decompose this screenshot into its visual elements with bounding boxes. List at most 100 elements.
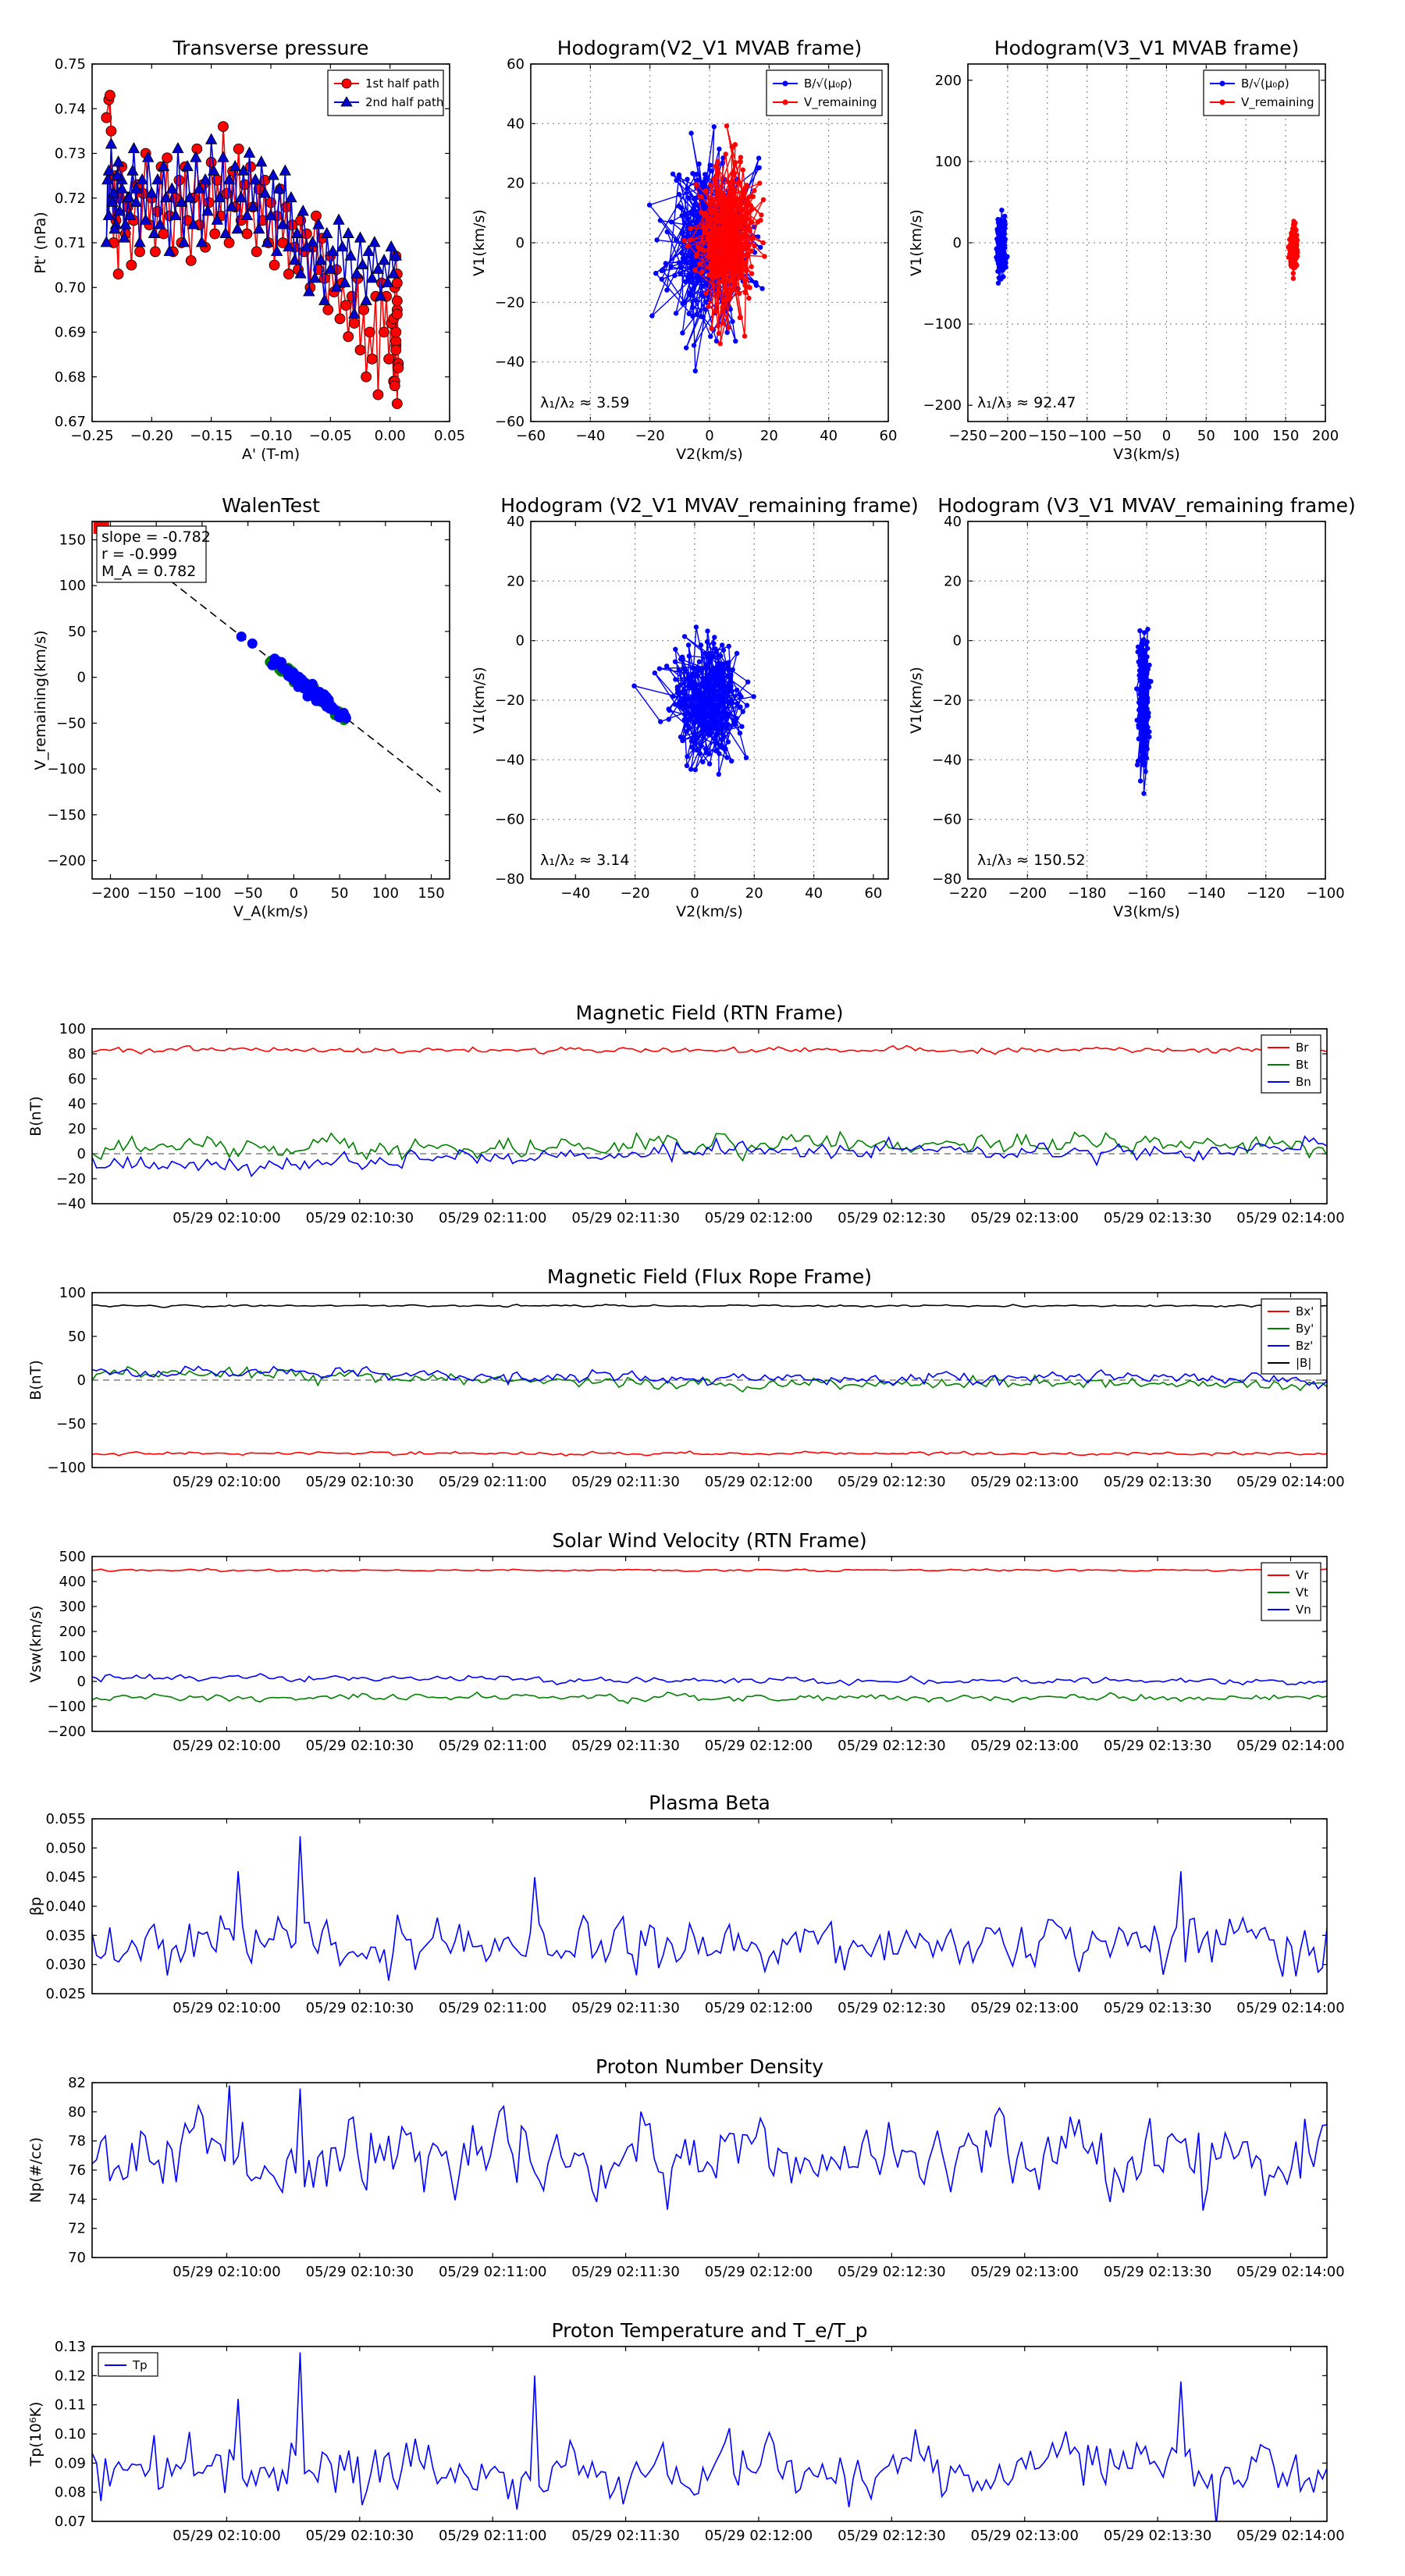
data-point: [1140, 739, 1146, 745]
data-point: [697, 751, 702, 756]
y-tick-label: 0: [77, 1674, 86, 1690]
data-point: [711, 234, 717, 240]
series-first-half: [101, 90, 404, 409]
plot-area: [92, 1567, 1327, 1705]
data-point: [318, 272, 330, 284]
data-point: [350, 267, 363, 279]
y-tick-label: −60: [495, 414, 525, 430]
plot-area: [93, 521, 441, 793]
chart-magnetic-field-flux-rope: Magnetic Field (Flux Rope Frame) −100 −50 0…: [27, 1265, 1345, 1490]
data-point: [720, 304, 725, 310]
data-point: [738, 315, 743, 320]
data-point: [719, 725, 724, 731]
data-point: [738, 257, 744, 262]
data-point: [193, 182, 206, 194]
data-point: [693, 624, 699, 630]
data-point: [997, 258, 1002, 265]
y-axis-label: V1(km/s): [908, 209, 925, 276]
data-point: [711, 124, 717, 130]
data-point: [688, 253, 694, 258]
data-point: [283, 269, 294, 279]
data-point: [690, 314, 695, 319]
data-point: [231, 222, 244, 234]
data-point: [738, 195, 744, 201]
data-point: [713, 308, 720, 314]
data-point: [729, 698, 735, 704]
data-point: [720, 321, 725, 326]
data-point: [685, 244, 690, 249]
data-point: [247, 638, 258, 649]
data-point: [703, 290, 709, 296]
data-point: [710, 673, 716, 679]
x-tick-label: −0.10: [249, 428, 292, 444]
data-point: [679, 251, 685, 256]
data-point: [737, 233, 742, 239]
data-point: [740, 252, 745, 258]
x-tick-label: −200: [988, 428, 1026, 444]
data-point: [690, 171, 695, 176]
data-point: [684, 345, 689, 350]
y-tick-label: 20: [507, 573, 525, 589]
x-tick-label: 60: [880, 428, 898, 444]
x-tick-label: 0: [690, 885, 699, 902]
data-point: [684, 259, 689, 265]
data-point: [703, 746, 709, 753]
data-point: [294, 267, 307, 279]
data-point: [745, 679, 751, 685]
y-tick-label: 100: [59, 1649, 86, 1665]
x-tick-label: 20: [760, 428, 778, 444]
data-point: [276, 656, 286, 667]
data-point: [1139, 640, 1144, 646]
data-point: [724, 205, 731, 211]
y-tick-label: 100: [59, 1285, 86, 1301]
data-point: [391, 398, 403, 409]
data-point: [235, 190, 247, 203]
data-point: [374, 289, 387, 301]
data-point: [157, 159, 170, 172]
data-point: [657, 218, 663, 223]
data-point: [701, 691, 707, 696]
y-tick-label: 0: [953, 235, 962, 251]
y-tick-label: 50: [68, 1329, 86, 1345]
data-point: [142, 151, 155, 162]
data-point: [389, 380, 400, 392]
data-point: [372, 262, 385, 274]
x-tick-label: −0.20: [130, 428, 173, 444]
data-point: [710, 711, 715, 717]
data-point: [190, 151, 202, 162]
data-point: [736, 202, 742, 208]
data-point: [172, 141, 184, 154]
y-tick-label: 0.69: [55, 325, 86, 341]
x-tick-label: 40: [805, 885, 823, 902]
data-point: [112, 155, 125, 167]
chart-hodogram-v3-v1: Hodogram(V3_V1 MVAB frame)−250 −200 −150 −1…: [908, 37, 1339, 463]
x-tick-label: 05/29 02:12:30: [838, 1474, 945, 1490]
data-point: [727, 229, 732, 235]
x-tick-label: 05/29 02:11:00: [439, 2264, 546, 2280]
y-tick-label: −100: [48, 1699, 86, 1715]
x-tick-label: 05/29 02:11:30: [571, 2000, 679, 2016]
data-point: [356, 258, 369, 270]
x-tick-label: 05/29 02:12:30: [838, 1210, 945, 1226]
data-point: [728, 184, 734, 190]
data-point: [1137, 628, 1143, 634]
data-point: [730, 286, 735, 292]
y-tick-label: 82: [68, 2075, 86, 2091]
legend-label: B/√(μ₀ρ): [1241, 76, 1289, 91]
axes-frame: [530, 63, 889, 422]
data-point: [1137, 778, 1144, 784]
data-point: [733, 338, 738, 344]
data-point: [688, 767, 694, 772]
chart-title: Magnetic Field (Flux Rope Frame): [547, 1265, 872, 1288]
y-tick-label: 50: [68, 624, 86, 640]
y-axis-label: Tp(10⁶K): [27, 2402, 44, 2467]
data-point: [676, 260, 681, 265]
data-point: [201, 205, 214, 216]
data-point: [695, 665, 701, 671]
data-point: [1142, 630, 1147, 635]
data-point: [715, 167, 720, 173]
data-point: [703, 663, 709, 669]
data-point: [727, 687, 734, 692]
x-tick-label: 05/29 02:14:00: [1236, 2264, 1344, 2280]
